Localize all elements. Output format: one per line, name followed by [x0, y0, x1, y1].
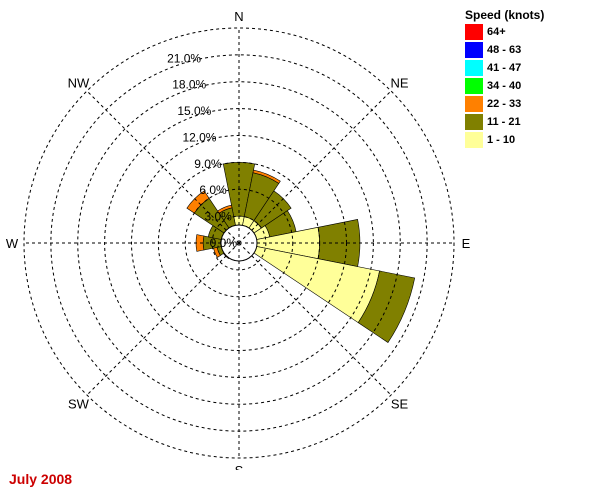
compass-label: W: [6, 236, 19, 251]
legend-item: 1 - 10: [465, 131, 585, 149]
compass-label: N: [234, 9, 243, 24]
legend-swatch: [465, 78, 483, 94]
grid-ring: [23, 27, 455, 459]
wind-bar-segment: [217, 204, 233, 214]
legend-item: 41 - 47: [465, 59, 585, 77]
ring-label: 9.0%: [194, 157, 222, 171]
legend-swatch: [465, 60, 483, 76]
grid-ring: [184, 188, 294, 298]
compass-label: E: [462, 236, 471, 251]
wind-bar-segment: [195, 234, 205, 252]
legend-swatch: [465, 114, 483, 130]
legend-label: 48 - 63: [487, 44, 522, 56]
legend-title: Speed (knots): [465, 8, 545, 22]
wind-bar-segment: [186, 190, 210, 214]
ring-label: 0.0%: [210, 236, 238, 250]
ring-label: 15.0%: [177, 104, 211, 118]
grid-ring: [77, 81, 401, 405]
grid-ring: [131, 135, 347, 351]
labels: 0.0% 3.0% 6.0% 9.0% 12.0% 15.0% 18.0% 21.0% N NE E…: [6, 9, 471, 470]
ring-label: 18.0%: [172, 78, 206, 92]
grid: [23, 27, 455, 459]
legend-item: 22 - 33: [465, 95, 585, 113]
compass-label: SE: [391, 397, 409, 412]
legend-label: 34 - 40: [487, 80, 522, 92]
legend-swatch: [465, 24, 483, 40]
grid-spoke: [238, 90, 392, 244]
ring-label: 21.0%: [167, 51, 201, 65]
ring-label: 6.0%: [199, 183, 227, 197]
ring-label: 12.0%: [182, 130, 216, 144]
legend-label: 22 - 33: [487, 98, 522, 110]
legend-item: 34 - 40: [465, 77, 585, 95]
compass-label: NE: [390, 75, 408, 90]
compass-label: NW: [68, 75, 90, 90]
legend-swatch: [465, 96, 483, 112]
wind-rose-chart: 0.0% 3.0% 6.0% 9.0% 12.0% 15.0% 18.0% 21.0% N NE E…: [6, 9, 471, 470]
legend-item: 64+: [465, 23, 585, 41]
legend: Speed (knots) 64+ 48 - 63 41 - 47 34 - 40 22…: [465, 8, 585, 149]
legend-label: 41 - 47: [487, 62, 522, 74]
legend-label: 1 - 10: [487, 134, 516, 146]
compass-label: SW: [68, 397, 90, 412]
legend-label: 64+: [487, 26, 506, 38]
wind-bar-segment: [357, 270, 416, 343]
legend-item: 48 - 63: [465, 41, 585, 59]
legend-swatch: [465, 42, 483, 58]
grid-spoke: [86, 242, 240, 396]
ring-label: 3.0%: [205, 210, 233, 224]
chart-caption: July 2008: [9, 471, 73, 487]
legend-label: 11 - 21: [487, 116, 521, 128]
legend-item: 11 - 21: [465, 113, 585, 131]
compass-label: S: [235, 463, 244, 470]
wind-bar-segment: [252, 169, 281, 184]
legend-swatch: [465, 132, 483, 148]
